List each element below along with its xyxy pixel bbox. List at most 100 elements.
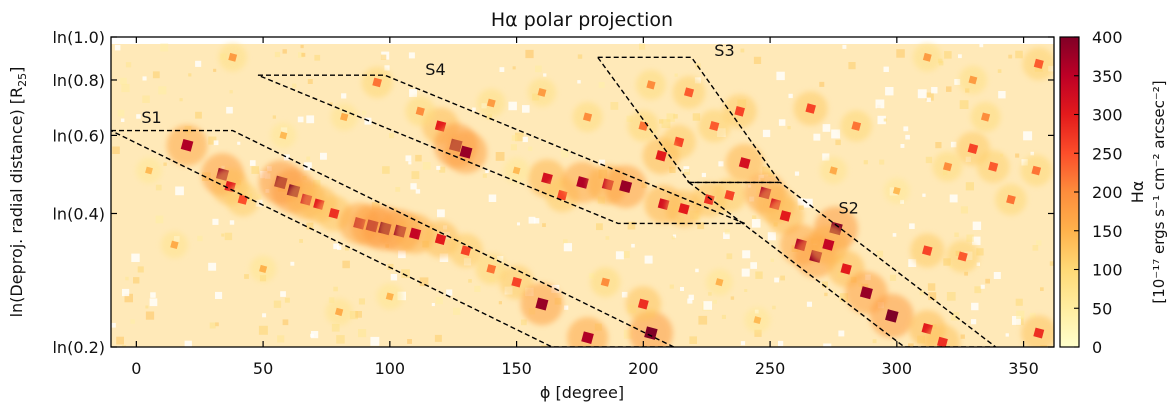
texture-cell (623, 329, 633, 339)
texture-cell (121, 83, 130, 93)
texture-cell (535, 65, 542, 73)
texture-cell (179, 98, 183, 102)
hotspot-core (980, 112, 991, 122)
texture-cell (680, 287, 684, 291)
texture-cell (935, 142, 942, 149)
hotspot-core (1033, 58, 1044, 69)
texture-cell (770, 258, 774, 262)
texture-cell (292, 83, 297, 88)
texture-cell (468, 279, 472, 283)
texture-cell (310, 333, 314, 338)
texture-cell (498, 301, 502, 305)
texture-cell (752, 215, 757, 220)
texture-cell (439, 253, 449, 262)
texture-cell (508, 101, 517, 111)
texture-cell (925, 156, 933, 164)
hotspot-halo (924, 324, 961, 347)
hotspot-core (535, 297, 549, 311)
emission-hotspots (136, 43, 1054, 347)
texture-cell (909, 223, 915, 229)
texture-cell (349, 311, 358, 320)
hotspot-core (576, 176, 589, 189)
texture-cell (1016, 310, 1025, 319)
texture-cell (358, 329, 367, 338)
texture-cell (577, 80, 581, 84)
texture-cell (401, 269, 410, 278)
texture-cell (249, 160, 256, 166)
texture-cell (336, 335, 345, 344)
texture-cell (974, 286, 982, 294)
hotspot-core (459, 145, 473, 159)
texture-cell (142, 76, 147, 81)
texture-cell (564, 305, 569, 310)
texture-cell (133, 277, 140, 284)
texture-cell (155, 184, 162, 191)
colorbar-label-units: [10⁻¹⁷ ergs s⁻¹ cm⁻² arcsec⁻²] (1150, 80, 1168, 303)
texture-cell (515, 132, 524, 142)
texture-cell (384, 65, 390, 71)
hotspot-core (259, 264, 268, 273)
texture-cell (959, 100, 969, 109)
chart-title: Hα polar projection (491, 9, 673, 31)
hotspot-core (655, 150, 667, 162)
texture-cell (563, 239, 568, 244)
plot-area: S1 S2 S3 S4 (110, 36, 1055, 348)
texture-cell (439, 166, 446, 173)
texture-cell (919, 290, 925, 296)
texture-cell (197, 235, 203, 242)
texture-cell (822, 153, 830, 161)
colorbar-tick-label: 350 (1092, 67, 1123, 86)
colorbar-tick-label: 300 (1092, 106, 1123, 125)
texture-cell (780, 275, 785, 281)
texture-cell (672, 234, 677, 238)
y-axis-label: ln(Deproj. radial distance) [R25] (7, 67, 29, 318)
texture-cell (835, 139, 841, 146)
hotspot-core (334, 307, 344, 317)
texture-cell (273, 300, 282, 308)
texture-cell (960, 334, 965, 339)
texture-cell (125, 276, 129, 281)
texture-cell (885, 87, 894, 96)
texture-cell (943, 258, 951, 266)
hotspot-core (646, 80, 656, 90)
texture-cell (762, 129, 771, 138)
hotspot-core (1031, 165, 1042, 176)
texture-cell (883, 118, 887, 122)
hotspot-core (753, 316, 762, 325)
texture-cell (751, 219, 761, 228)
texture-cell (116, 336, 124, 345)
texture-cell (964, 271, 968, 276)
texture-cell (944, 51, 952, 59)
texture-cell (803, 198, 813, 208)
texture-cell (528, 146, 533, 151)
texture-cell (832, 289, 836, 293)
texture-cell (163, 162, 167, 166)
texture-cell (848, 62, 856, 70)
texture-cell (822, 124, 831, 132)
texture-cell (114, 44, 121, 51)
texture-cell (117, 109, 125, 117)
hotspot-core (170, 240, 179, 249)
texture-cell (282, 49, 287, 54)
region-s2 (686, 181, 997, 347)
hotspot-core (779, 210, 792, 222)
y-tick-label: ln(0.2) (52, 338, 105, 357)
texture-cell (787, 126, 791, 130)
texture-cell (528, 216, 536, 224)
texture-cell (971, 319, 977, 325)
hotspot-core (703, 194, 715, 206)
texture-cell (621, 291, 628, 298)
texture-cell (724, 229, 730, 235)
texture-cell (883, 66, 889, 72)
texture-cell (976, 248, 984, 256)
texture-cell (767, 232, 776, 241)
hotspot-core (885, 309, 899, 323)
texture-cell (684, 169, 690, 175)
texture-cell (688, 294, 694, 300)
texture-cell (797, 198, 805, 206)
texture-cell (395, 187, 401, 192)
texture-cell (750, 262, 757, 269)
texture-cell (753, 56, 762, 64)
hotspot-core (644, 326, 658, 340)
